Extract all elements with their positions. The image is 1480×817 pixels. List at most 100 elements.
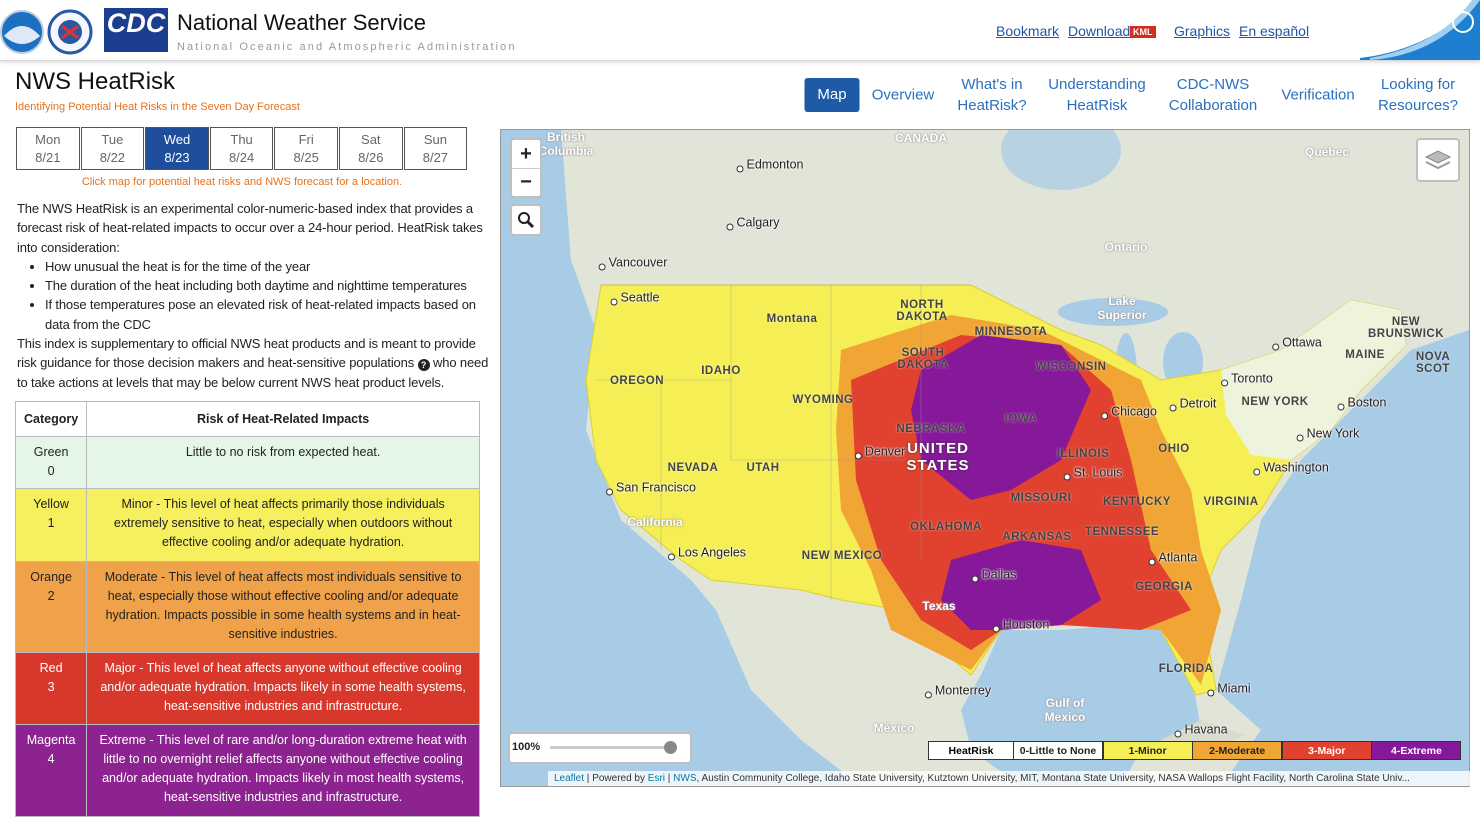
bookmark-link[interactable]: Bookmark (996, 23, 1060, 39)
map-label: Gulf of Mexico (1044, 696, 1086, 724)
outro-text: who need to take actions at levels that … (17, 355, 489, 390)
legend-item: 4-Extreme (1371, 741, 1462, 760)
description-outro: This index is supplementary to official … (17, 334, 489, 392)
map-label: Texas (922, 599, 956, 613)
zoom-out[interactable]: − (520, 171, 532, 193)
map-label: IOWA (1004, 413, 1038, 425)
category-row: Green 0 Little to no risk from expected he… (14, 436, 480, 489)
map-label: Houston (993, 618, 1050, 633)
category-cell: Orange 2 (14, 561, 88, 653)
opacity-handle[interactable] (664, 741, 677, 754)
map-label: Havana (1174, 723, 1227, 738)
description-bullet: If those temperatures pose an elevated r… (45, 295, 489, 334)
attribution-text: Powered by (592, 773, 645, 784)
day-name: Sat (361, 132, 381, 147)
category-level: 1 (47, 516, 55, 530)
nav-item[interactable]: What's in HeatRisk? (957, 76, 1027, 114)
map-label: NEBRASKA (896, 423, 966, 435)
category-cell: Magenta 4 (14, 724, 88, 817)
layers-button[interactable] (1416, 138, 1460, 182)
map-label: Seattle (611, 291, 660, 306)
nav-item[interactable]: Understanding HeatRisk (1048, 76, 1146, 114)
legend-title: HeatRisk (928, 741, 1014, 760)
category-cell: Green 0 (14, 436, 88, 489)
category-name: Red (39, 661, 63, 675)
day-tab[interactable]: Sat 8/26 (339, 127, 403, 170)
map-label: Edmonton (737, 158, 804, 173)
description-intro: The NWS HeatRisk is an experimental colo… (17, 201, 483, 255)
kml-badge: KML (1130, 26, 1156, 38)
search-button[interactable] (510, 204, 542, 236)
map-label: Lake Superior (1097, 294, 1147, 322)
map-label: OHIO (1158, 443, 1190, 455)
day-tab[interactable]: Mon 8/21 (16, 127, 80, 170)
day-date: 8/25 (293, 150, 319, 165)
impact-text: Little to no risk from expected heat. (86, 436, 480, 489)
nav-item[interactable]: Map (804, 78, 860, 112)
opacity-control: 100% (508, 732, 692, 764)
map-label: Washington (1253, 461, 1329, 476)
map-label: Calgary (726, 216, 779, 231)
corner-swoosh (1360, 0, 1480, 60)
map-label: NEW MEXICO (801, 550, 883, 562)
map-label: FLORIDA (1158, 663, 1214, 675)
table-header: Risk of Heat-Related Impacts (86, 401, 480, 437)
map-label: WYOMING (792, 394, 854, 406)
app-title: NWS HeatRisk (15, 68, 176, 95)
map-label: México (873, 721, 915, 735)
nav-item[interactable]: Verification (1281, 86, 1355, 104)
category-level: 2 (47, 589, 55, 603)
day-name: Sun (423, 132, 447, 147)
map-label: VIRGINIA (1203, 496, 1259, 508)
site-title: National Weather Service (177, 10, 427, 35)
map-label: IDAHO (701, 365, 741, 377)
map-label: Ontario (1104, 240, 1148, 254)
zoom-in[interactable]: + (512, 140, 540, 169)
category-cell: Red 3 (14, 652, 88, 725)
graphics-link[interactable]: Graphics (1174, 23, 1231, 39)
spanish-link[interactable]: En español (1239, 23, 1310, 39)
day-name: Thu (230, 132, 253, 147)
nav-item[interactable]: Overview (871, 86, 935, 104)
category-cell: Yellow 1 (14, 488, 88, 562)
description-bullet: The duration of the heat including both … (45, 276, 489, 295)
impact-text: Minor - This level of heat affects prima… (86, 488, 480, 562)
nav-item[interactable]: CDC-NWS Collaboration (1168, 76, 1258, 114)
map-label: Québec (1304, 145, 1350, 159)
impact-text: Extreme - This level of rare and/or long… (86, 724, 480, 817)
map-label: ARKANSAS (1002, 531, 1072, 543)
attribution-link[interactable]: Leaflet (554, 773, 585, 784)
day-tab[interactable]: Sun 8/27 (403, 127, 468, 170)
map-label: Atlanta (1149, 551, 1198, 566)
map-label: GEORGIA (1135, 581, 1193, 593)
site-header: CDC National Weather Service National Oc… (0, 0, 1480, 61)
help-icon[interactable]: ? (417, 359, 430, 372)
layers-icon (1424, 150, 1452, 170)
nav-item[interactable]: Looking for Resources? (1377, 76, 1459, 114)
app-tagline: Identifying Potential Heat Risks in the … (15, 101, 300, 113)
day-name: Tue (101, 132, 124, 147)
day-tab[interactable]: Thu 8/24 (209, 127, 274, 170)
description-bullets: How unusual the heat is for the time of … (17, 257, 489, 334)
map-label: NORTH DAKOTA (896, 299, 948, 323)
map-label: ILLINOIS (1056, 448, 1110, 460)
download-link[interactable]: Download (1068, 23, 1131, 39)
map-label: Monterrey (925, 684, 991, 699)
map-label: OREGON (609, 375, 665, 387)
map-label: Chicago (1101, 405, 1157, 420)
attribution-link[interactable]: Esri (647, 773, 666, 784)
day-tab[interactable]: Wed 8/23 (145, 127, 209, 170)
legend-item: 0-Little to None (1013, 741, 1103, 760)
legend-item: 3-Major (1281, 741, 1372, 760)
day-tab[interactable]: Fri 8/25 (274, 127, 338, 170)
map[interactable]: British Columbia CANADA Edmonton Calgary Qué… (500, 129, 1470, 787)
cdc-logo-text: CDC (106, 8, 166, 38)
map-label: NEW BRUNSWICK (1367, 316, 1445, 340)
legend-item: 1-Minor (1102, 741, 1193, 760)
map-label: CANADA (895, 131, 947, 145)
day-tab[interactable]: Tue 8/22 (80, 127, 145, 170)
attribution-link[interactable]: NWS (673, 773, 697, 784)
day-date: 8/27 (422, 150, 449, 165)
map-label: MAINE (1345, 349, 1385, 361)
